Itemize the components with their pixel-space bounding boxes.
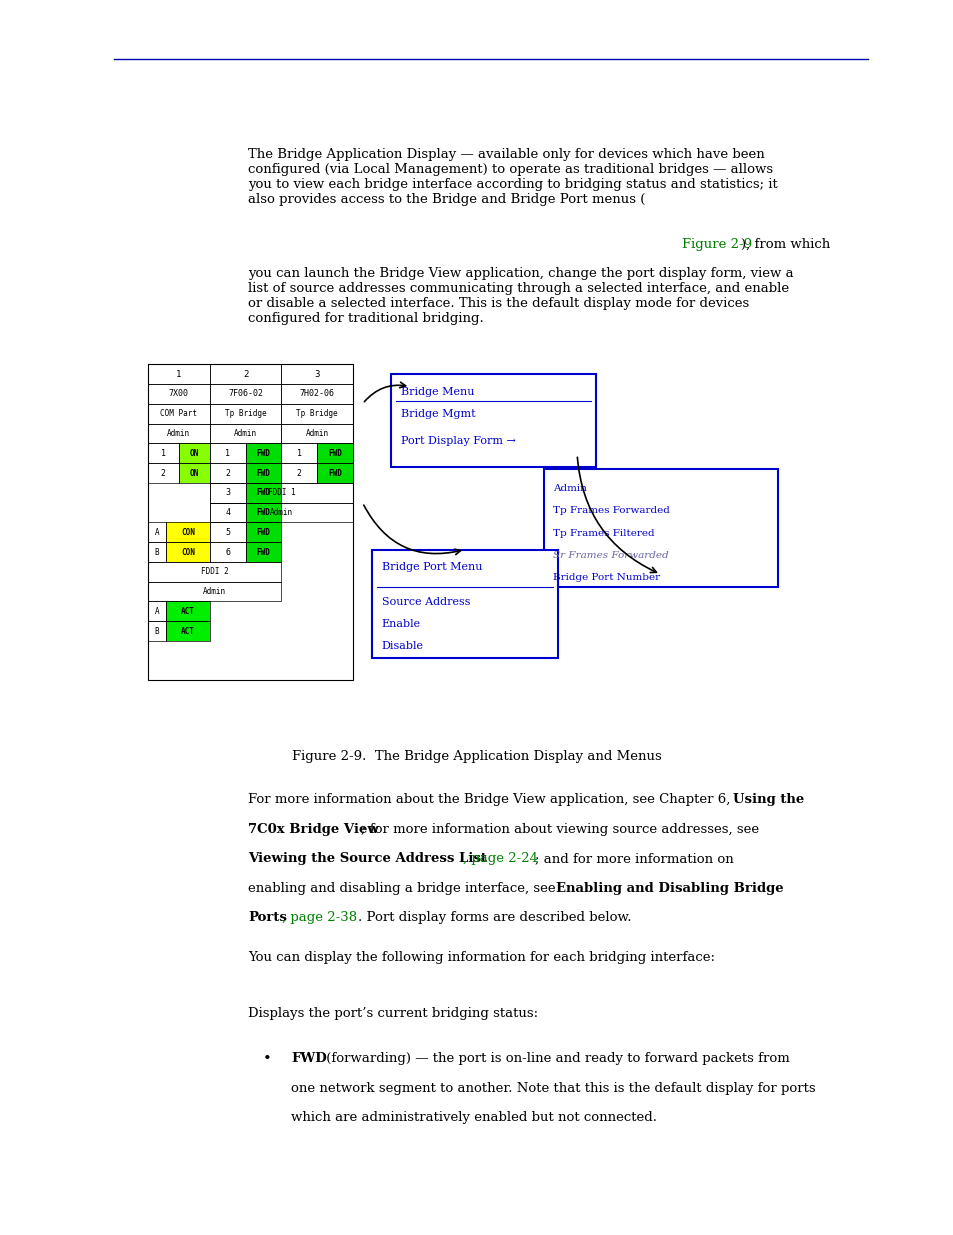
- Text: Disable: Disable: [381, 641, 423, 651]
- FancyBboxPatch shape: [372, 550, 558, 658]
- Text: The Bridge Application Display — available only for devices which have been
conf: The Bridge Application Display — availab…: [248, 148, 777, 206]
- Text: COM Part: COM Part: [160, 409, 197, 419]
- Text: Enable: Enable: [381, 619, 420, 629]
- Text: Tp Bridge: Tp Bridge: [296, 409, 337, 419]
- Text: 5: 5: [225, 527, 230, 537]
- Text: B: B: [154, 626, 159, 636]
- Text: ACT: ACT: [181, 606, 195, 616]
- FancyBboxPatch shape: [148, 364, 353, 680]
- Text: Displays the port’s current bridging status:: Displays the port’s current bridging sta…: [248, 1007, 537, 1020]
- Text: Source Address: Source Address: [381, 597, 470, 606]
- Text: FWD: FWD: [256, 468, 271, 478]
- FancyBboxPatch shape: [246, 503, 281, 522]
- Text: 7C0x Bridge View: 7C0x Bridge View: [248, 823, 378, 836]
- Text: A: A: [154, 527, 159, 537]
- Text: (forwarding) — the port is on-line and ready to forward packets from: (forwarding) — the port is on-line and r…: [322, 1052, 789, 1066]
- Text: Bridge Port Menu: Bridge Port Menu: [381, 562, 481, 572]
- Text: Tp Bridge: Tp Bridge: [225, 409, 266, 419]
- FancyBboxPatch shape: [178, 463, 210, 483]
- Text: Admin: Admin: [270, 508, 293, 517]
- Text: FWD: FWD: [256, 488, 271, 498]
- Text: FWD: FWD: [256, 448, 271, 458]
- Text: Figure 2-9: Figure 2-9: [681, 237, 752, 251]
- Text: CON: CON: [181, 547, 195, 557]
- Text: Admin: Admin: [233, 429, 257, 438]
- Text: 7H02-06: 7H02-06: [299, 389, 335, 399]
- FancyBboxPatch shape: [316, 463, 353, 483]
- Text: 7X00: 7X00: [169, 389, 189, 399]
- Text: 1: 1: [161, 448, 166, 458]
- FancyBboxPatch shape: [246, 463, 281, 483]
- Text: 7F06-02: 7F06-02: [228, 389, 263, 399]
- Text: 2: 2: [161, 468, 166, 478]
- Text: 2: 2: [243, 369, 248, 379]
- Text: ON: ON: [190, 448, 199, 458]
- Text: Tp Frames Forwarded: Tp Frames Forwarded: [553, 506, 670, 515]
- Text: FWD: FWD: [256, 527, 271, 537]
- Text: FWD: FWD: [328, 448, 342, 458]
- FancyBboxPatch shape: [246, 443, 281, 463]
- Text: Figure 2-9.  The Bridge Application Display and Menus: Figure 2-9. The Bridge Application Displ…: [292, 750, 661, 763]
- Text: Bridge Menu: Bridge Menu: [400, 387, 474, 396]
- Text: 2: 2: [225, 468, 230, 478]
- Text: FDDI 2: FDDI 2: [200, 567, 229, 577]
- Text: enabling and disabling a bridge interface, see: enabling and disabling a bridge interfac…: [248, 882, 559, 895]
- FancyBboxPatch shape: [246, 542, 281, 562]
- FancyBboxPatch shape: [166, 601, 210, 621]
- Text: FWD: FWD: [256, 547, 271, 557]
- Text: Sr Frames Forwarded: Sr Frames Forwarded: [553, 551, 668, 559]
- Text: ON: ON: [190, 468, 199, 478]
- FancyBboxPatch shape: [166, 621, 210, 641]
- Text: •: •: [262, 1052, 271, 1066]
- Text: For more information about the Bridge View application, see Chapter 6,: For more information about the Bridge Vi…: [248, 793, 734, 806]
- Text: ), from which: ), from which: [740, 237, 830, 251]
- Text: Admin: Admin: [203, 587, 226, 597]
- FancyBboxPatch shape: [246, 483, 281, 503]
- Text: 1: 1: [296, 448, 301, 458]
- Text: CON: CON: [181, 527, 195, 537]
- Text: FWD: FWD: [291, 1052, 326, 1066]
- Text: FWD: FWD: [256, 508, 271, 517]
- FancyBboxPatch shape: [316, 443, 353, 463]
- FancyBboxPatch shape: [543, 469, 777, 587]
- Text: 1: 1: [176, 369, 181, 379]
- Text: 1: 1: [225, 448, 230, 458]
- FancyBboxPatch shape: [166, 522, 210, 542]
- Text: Bridge Port Number: Bridge Port Number: [553, 573, 659, 582]
- Text: 6: 6: [225, 547, 230, 557]
- Text: FWD: FWD: [328, 468, 342, 478]
- Text: , page 2-24: , page 2-24: [462, 852, 537, 866]
- Text: Using the: Using the: [732, 793, 803, 806]
- Text: Admin: Admin: [305, 429, 329, 438]
- Text: which are administratively enabled but not connected.: which are administratively enabled but n…: [291, 1112, 657, 1125]
- Text: one network segment to another. Note that this is the default display for ports: one network segment to another. Note tha…: [291, 1082, 815, 1095]
- Text: Port Display Form →: Port Display Form →: [400, 436, 515, 446]
- Text: . Port display forms are described below.: . Port display forms are described below…: [357, 911, 631, 925]
- Text: 3: 3: [314, 369, 319, 379]
- FancyBboxPatch shape: [178, 443, 210, 463]
- Text: you can launch the Bridge View application, change the port display form, view a: you can launch the Bridge View applicati…: [248, 267, 793, 325]
- Text: Viewing the Source Address List: Viewing the Source Address List: [248, 852, 486, 866]
- Text: Enabling and Disabling Bridge: Enabling and Disabling Bridge: [556, 882, 783, 895]
- Text: , page 2-38: , page 2-38: [282, 911, 357, 925]
- Text: Ports: Ports: [248, 911, 287, 925]
- Text: ; for more information about viewing source addresses, see: ; for more information about viewing sou…: [360, 823, 758, 836]
- Text: B: B: [154, 547, 159, 557]
- Text: FDDI 1: FDDI 1: [267, 488, 295, 498]
- Text: Bridge Mgmt: Bridge Mgmt: [400, 409, 475, 419]
- Text: Admin: Admin: [167, 429, 191, 438]
- FancyBboxPatch shape: [166, 542, 210, 562]
- Text: Admin: Admin: [553, 484, 587, 493]
- Text: A: A: [154, 606, 159, 616]
- FancyBboxPatch shape: [246, 522, 281, 542]
- Text: 4: 4: [225, 508, 230, 517]
- Text: ACT: ACT: [181, 626, 195, 636]
- Text: Tp Frames Filtered: Tp Frames Filtered: [553, 529, 655, 537]
- Text: 3: 3: [225, 488, 230, 498]
- FancyBboxPatch shape: [391, 374, 596, 467]
- Text: ; and for more information on: ; and for more information on: [535, 852, 733, 866]
- Text: You can display the following information for each bridging interface:: You can display the following informatio…: [248, 951, 715, 965]
- Text: 2: 2: [296, 468, 301, 478]
